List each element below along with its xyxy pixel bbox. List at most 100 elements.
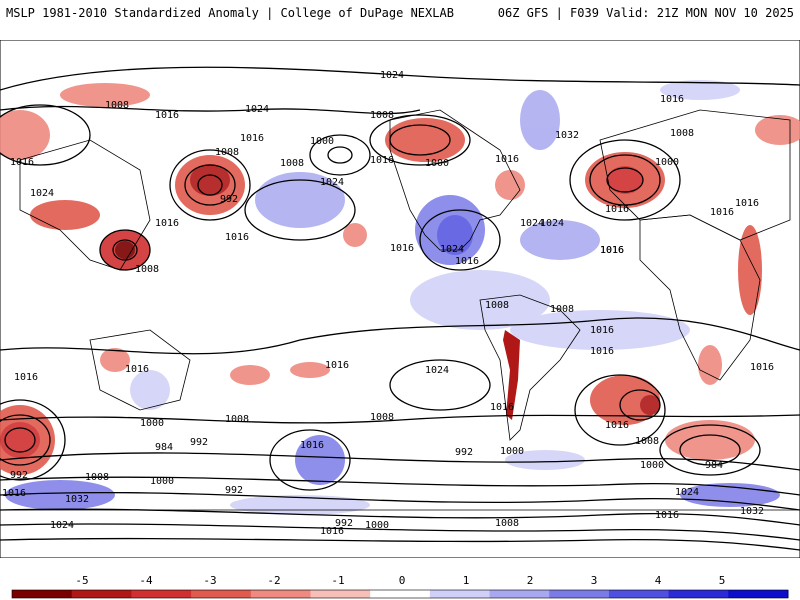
contour-label: 992 xyxy=(225,485,243,496)
contour-label: 1000 xyxy=(500,446,524,457)
contour-label: 1016 xyxy=(600,245,624,256)
contour-label: 1016 xyxy=(370,155,394,166)
contour-label: 1024 xyxy=(245,104,269,115)
contour-label: 1032 xyxy=(65,494,89,505)
colorbar-swatch xyxy=(131,590,192,598)
colorbar-swatch xyxy=(429,590,491,598)
contour-label: 1008 xyxy=(485,300,509,311)
contour-label: 992 xyxy=(190,437,208,448)
contour-label: 1016 xyxy=(495,154,519,165)
contour-label: 1016 xyxy=(240,133,264,144)
contour-label: 1024 xyxy=(520,218,544,229)
colorbar-tick-label: -3 xyxy=(203,574,216,587)
andes-anomaly-streak xyxy=(503,330,520,420)
contour-label: 1016 xyxy=(2,488,26,499)
colorbar-tick-label: -5 xyxy=(75,574,88,587)
colorbar-tick-label: 0 xyxy=(399,574,406,587)
contour-label: 1024 xyxy=(30,188,54,199)
contour-label: 1008 xyxy=(280,158,304,169)
colorbar-swatch xyxy=(549,590,610,598)
colorbar-swatch xyxy=(489,590,550,598)
contour-label: 1016 xyxy=(10,157,34,168)
contour-label: 1016 xyxy=(590,346,614,357)
contour-label: 1024 xyxy=(320,177,344,188)
model-valid-time: 06Z GFS | F039 Valid: 21Z MON NOV 10 202… xyxy=(497,6,794,20)
contour-label: 1024 xyxy=(50,520,74,531)
contour-label: 1024 xyxy=(440,244,464,255)
contour-label: 1000 xyxy=(310,136,334,147)
contour-label: 1016 xyxy=(660,94,684,105)
contour-label: 1000 xyxy=(140,418,164,429)
contour-labels: 1024 1008 1016 1024 1008 1016 1016 1008 … xyxy=(2,70,774,537)
contour-label: 992 xyxy=(455,447,473,458)
contour-label: 1016 xyxy=(735,198,759,209)
contour-label: 1016 xyxy=(490,402,514,413)
contour-label: 1032 xyxy=(740,506,764,517)
contour-label: 1024 xyxy=(540,218,564,229)
colorbar-swatch xyxy=(12,590,73,598)
contour-label: 1032 xyxy=(555,130,579,141)
contour-label: 992 xyxy=(220,194,238,205)
contour-label: 1008 xyxy=(670,128,694,139)
colorbar-tick-labels: -5 -4 -3 -2 -1 0 1 2 3 4 5 xyxy=(75,574,725,587)
colorbar-tick-label: -2 xyxy=(267,574,280,587)
colorbar-swatch xyxy=(191,590,252,598)
contour-label: 1016 xyxy=(750,362,774,373)
contour-label: 1016 xyxy=(225,232,249,243)
contour-label: 1016 xyxy=(155,110,179,121)
contour-label: 984 xyxy=(705,460,723,471)
contour-label: 992 xyxy=(335,518,353,529)
colorbar-swatch xyxy=(608,590,670,598)
contour-label: 1016 xyxy=(605,420,629,431)
contour-label: 1024 xyxy=(675,487,699,498)
contour-label: 1008 xyxy=(495,518,519,529)
contour-label: 992 xyxy=(10,470,28,481)
colorbar-swatch xyxy=(71,590,132,598)
contour-label: 1008 xyxy=(105,100,129,111)
colorbar-swatch xyxy=(310,590,371,598)
contour-label: 1024 xyxy=(425,365,449,376)
contour-label: 1008 xyxy=(370,110,394,121)
contour-label: 1016 xyxy=(390,243,414,254)
colorbar-outline xyxy=(11,589,789,599)
contour-label: 1016 xyxy=(125,364,149,375)
contour-label: 1008 xyxy=(85,472,109,483)
contour-label: 1000 xyxy=(150,476,174,487)
contour-label: 1008 xyxy=(635,436,659,447)
colorbar-swatch xyxy=(250,590,311,598)
colorbar-swatch xyxy=(370,590,431,598)
contour-label: 1008 xyxy=(225,414,249,425)
colorbar-tick-label: -4 xyxy=(139,574,153,587)
contour-label: 1008 xyxy=(550,304,574,315)
contour-label: 984 xyxy=(155,442,173,453)
isobar-contours xyxy=(0,66,800,551)
colorbar-tick-label: 2 xyxy=(527,574,534,587)
colorbar-swatches xyxy=(11,589,789,599)
contour-label: 1016 xyxy=(710,207,734,218)
contour-label: 1016 xyxy=(600,245,624,256)
colorbar-tick-label: 4 xyxy=(655,574,662,587)
contour-label: 1000 xyxy=(425,158,449,169)
colorbar-swatch xyxy=(728,590,789,598)
colorbar-tick-label: 3 xyxy=(591,574,598,587)
contour-label: 1016 xyxy=(455,256,479,267)
contour-label: 1016 xyxy=(590,325,614,336)
contour-label: 1016 xyxy=(655,510,679,521)
map-title: MSLP 1981-2010 Standardized Anomaly | Co… xyxy=(6,6,454,20)
contour-label: 1016 xyxy=(155,218,179,229)
contour-label: 1008 xyxy=(370,412,394,423)
contour-label: 1024 xyxy=(380,70,404,81)
contour-label: 1000 xyxy=(365,520,389,531)
contour-label: 1016 xyxy=(605,204,629,215)
contour-label: 1000 xyxy=(640,460,664,471)
anomaly-colorbar: -5 -4 -3 -2 -1 0 1 2 3 4 5 xyxy=(11,574,789,599)
colorbar-tick-label: 5 xyxy=(719,574,726,587)
contour-label: 1016 xyxy=(320,526,344,537)
colorbar-tick-label: -1 xyxy=(331,574,344,587)
contour-label: 1000 xyxy=(655,157,679,168)
contour-label: 1008 xyxy=(135,264,159,275)
contour-label: 1008 xyxy=(215,147,239,158)
contour-label: 1016 xyxy=(14,372,38,383)
colorbar-tick-label: 1 xyxy=(463,574,470,587)
contour-label: 1016 xyxy=(325,360,349,371)
